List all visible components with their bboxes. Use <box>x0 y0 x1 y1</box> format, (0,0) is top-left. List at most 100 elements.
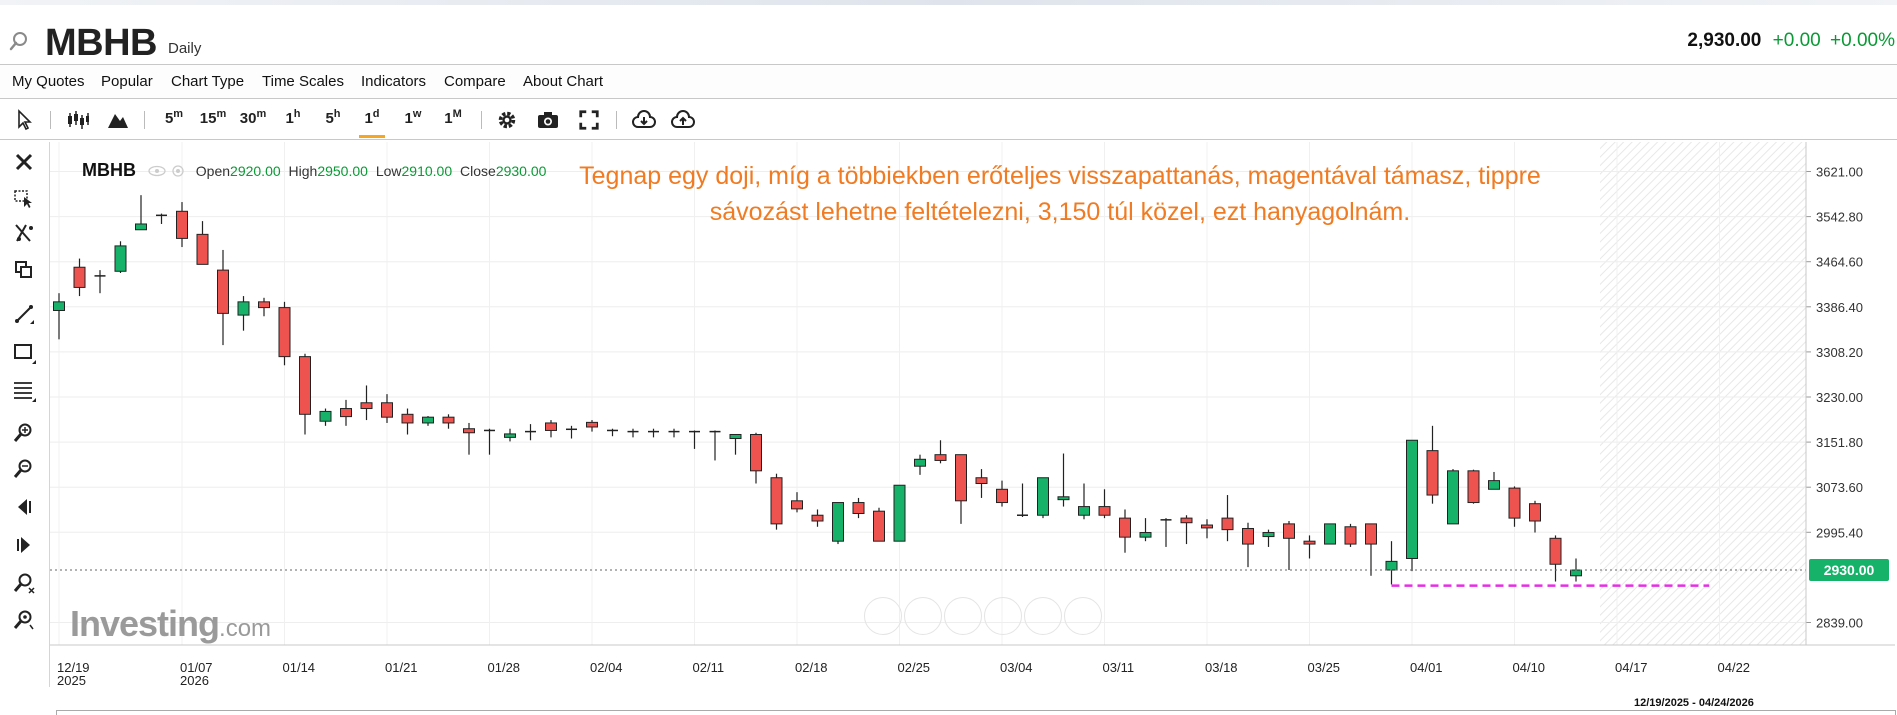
candle <box>360 385 373 421</box>
timeframe-1d[interactable]: 1d <box>359 108 385 138</box>
nav-forward-button[interactable] <box>1064 597 1102 635</box>
candle <box>1180 515 1193 545</box>
menu-indicators[interactable]: Indicators <box>361 73 427 90</box>
candle-body <box>750 433 762 472</box>
candle <box>401 408 414 435</box>
candle <box>1549 535 1562 582</box>
x-tick-label: 04/17 <box>1615 660 1648 675</box>
candle <box>975 469 988 498</box>
candle <box>1529 500 1541 533</box>
magnet-icon[interactable] <box>12 571 36 595</box>
candle <box>1447 469 1459 525</box>
candle <box>1324 523 1336 545</box>
logo-brand: Investing <box>70 603 220 644</box>
low-label: Low <box>375 163 402 179</box>
candle <box>340 399 352 426</box>
candle <box>648 428 659 438</box>
candle-body <box>53 301 65 311</box>
chart-grid <box>50 142 1806 645</box>
x-tick-label: 04/01 <box>1410 660 1443 675</box>
fibonacci-icon[interactable] <box>12 378 36 402</box>
y-tick-label: 3308.20 <box>1816 345 1863 360</box>
menu-chart-type[interactable]: Chart Type <box>171 73 245 90</box>
candle <box>1467 469 1480 504</box>
candle-body <box>1221 517 1234 531</box>
candle-body <box>1098 506 1111 516</box>
candle-body <box>1365 523 1377 545</box>
candle-body <box>135 223 147 231</box>
reset-zoom-icon[interactable] <box>12 608 36 632</box>
area-chart-icon[interactable] <box>107 108 129 132</box>
scroll-right-icon[interactable] <box>12 533 36 557</box>
camera-icon[interactable] <box>536 108 560 132</box>
nav-zoom-fit-button[interactable] <box>1024 597 1062 635</box>
timeframe-15m[interactable]: 15m <box>199 108 227 127</box>
close-icon[interactable] <box>12 150 36 174</box>
candle <box>1098 489 1111 519</box>
high-label: High <box>288 163 318 179</box>
menu-my-quotes[interactable]: My Quotes <box>12 73 85 90</box>
candle-body <box>832 502 844 542</box>
gear-icon[interactable] <box>496 108 518 132</box>
x-tick-label: 04/22 <box>1718 660 1751 675</box>
candle <box>545 420 557 438</box>
x-tick-label: 12/19 <box>57 660 90 675</box>
candle-body <box>1262 532 1275 538</box>
y-tick-label: 3151.80 <box>1816 435 1863 450</box>
y-tick-label: 3386.40 <box>1816 300 1863 315</box>
cursor-icon[interactable] <box>14 108 34 132</box>
candle-body <box>1508 487 1521 519</box>
search-icon[interactable] <box>8 30 30 52</box>
cloud-upload-icon[interactable] <box>671 108 695 132</box>
timeframe-1w[interactable]: 1w <box>404 108 422 127</box>
delete-drawings-icon[interactable] <box>12 222 36 246</box>
toolbar-separator <box>144 111 145 129</box>
nav-zoom-out-button[interactable] <box>944 597 982 635</box>
timeframe-1h[interactable]: 1h <box>285 108 301 127</box>
nav-zoom-in-button[interactable] <box>904 597 942 635</box>
candlestick-icon[interactable] <box>66 108 90 132</box>
quote-summary: 2,930.00 +0.00 +0.00% <box>1687 30 1895 52</box>
zoom-out-icon[interactable] <box>12 457 36 481</box>
menu-time-scales[interactable]: Time Scales <box>262 73 344 90</box>
candle <box>750 432 762 484</box>
timeframe-5m[interactable]: 5m <box>164 108 184 127</box>
close-value: 2930.00 <box>495 163 547 179</box>
x-tick-label: 03/04 <box>1000 660 1033 675</box>
price-chart[interactable]: 2930.00 3621.00 3542.80 3464.60 3386.40 3308… <box>50 142 1895 687</box>
x-tick-label: 01/07 <box>180 660 213 675</box>
fullscreen-icon[interactable] <box>578 108 600 132</box>
chart-toolbar: 5m 15m 30m 1h 5h 1d 1w 1M <box>0 100 1897 140</box>
candle <box>832 502 844 545</box>
layers-icon[interactable] <box>12 258 36 282</box>
visibility-icons[interactable] <box>148 165 188 177</box>
zoom-in-icon[interactable] <box>12 421 36 445</box>
menu-popular[interactable]: Popular <box>101 73 153 90</box>
timeframe-30m[interactable]: 30m <box>239 108 267 127</box>
nav-zoom-reset-button[interactable] <box>984 597 1022 635</box>
candle <box>729 433 742 455</box>
x-tick-label: 04/10 <box>1513 660 1546 675</box>
menu-compare[interactable]: Compare <box>444 73 506 90</box>
chart-annotation[interactable]: Tegnap egy doji, míg a többiekben erőtel… <box>560 158 1560 230</box>
timeframe-1M[interactable]: 1M <box>444 108 462 127</box>
select-drawing-icon[interactable] <box>12 186 36 210</box>
timeframe-5h[interactable]: 5h <box>325 108 341 127</box>
x-tick-label: 01/21 <box>385 660 418 675</box>
range-scrollbar[interactable] <box>56 710 1896 715</box>
current-price-label: 2930.00 <box>1824 562 1875 578</box>
cloud-download-icon[interactable] <box>632 108 656 132</box>
x-tick-label: 02/04 <box>590 660 623 675</box>
rectangle-icon[interactable] <box>12 340 36 364</box>
trend-line-icon[interactable] <box>12 302 36 326</box>
candle <box>1426 425 1439 504</box>
candle <box>237 296 250 331</box>
menu-about-chart[interactable]: About Chart <box>523 73 604 90</box>
open-label: Open <box>195 163 231 179</box>
scroll-left-icon[interactable] <box>12 495 36 519</box>
x-tick-label: 01/28 <box>488 660 521 675</box>
nav-back-button[interactable] <box>864 597 902 635</box>
candle-body <box>852 502 865 514</box>
candle-body <box>791 500 803 510</box>
